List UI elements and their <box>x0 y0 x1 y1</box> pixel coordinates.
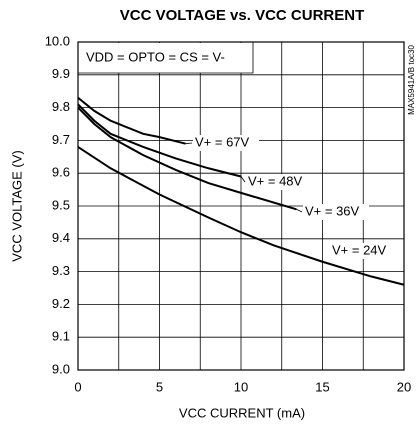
y-tick-label: 9.2 <box>52 296 70 311</box>
label-bg <box>330 243 396 259</box>
x-tick-label: 10 <box>234 379 248 394</box>
series-line <box>77 96 186 145</box>
annotation: VDD = OPTO = CS = V- <box>86 49 225 64</box>
series-label: V+ = 67V <box>195 134 250 149</box>
label-bg <box>303 204 369 220</box>
y-tick-label: 9.4 <box>52 230 70 245</box>
y-tick-label: 9.7 <box>52 132 70 147</box>
y-tick-label: 9.9 <box>52 66 70 81</box>
series-line <box>77 146 405 286</box>
series-label: V+ = 48V <box>248 173 303 188</box>
x-tick-label: 0 <box>74 379 81 394</box>
x-axis-label: VCC CURRENT (mA) <box>179 405 305 420</box>
leader-line <box>296 208 303 213</box>
x-tick-label: 20 <box>397 379 411 394</box>
series-line <box>77 106 297 211</box>
chart-title: VCC VOLTAGE vs. VCC CURRENT <box>120 7 364 24</box>
y-tick-label: 9.8 <box>52 99 70 114</box>
y-axis-label: VCC VOLTAGE (V) <box>9 150 24 261</box>
label-bg <box>246 174 312 190</box>
y-tick-label: 9.3 <box>52 263 70 278</box>
side-label: MAX5941A/B toc30 <box>407 45 416 115</box>
y-tick-label: 9.5 <box>52 197 70 212</box>
leader-line <box>240 176 246 183</box>
series-label: V+ = 24V <box>332 242 387 257</box>
y-tick-label: 10.0 <box>45 33 70 48</box>
y-tick-label: 9.1 <box>52 329 70 344</box>
annotation-border <box>78 42 254 74</box>
x-tick-label: 5 <box>156 379 163 394</box>
plot-frame <box>77 41 405 371</box>
label-bg <box>193 135 259 151</box>
y-tick-label: 9.0 <box>52 361 70 376</box>
series-line <box>77 103 242 178</box>
leader-line <box>185 142 193 145</box>
y-tick-label: 9.6 <box>52 165 70 180</box>
annotation-box <box>79 43 253 73</box>
x-tick-label: 15 <box>315 379 329 394</box>
series-label: V+ = 36V <box>305 203 360 218</box>
